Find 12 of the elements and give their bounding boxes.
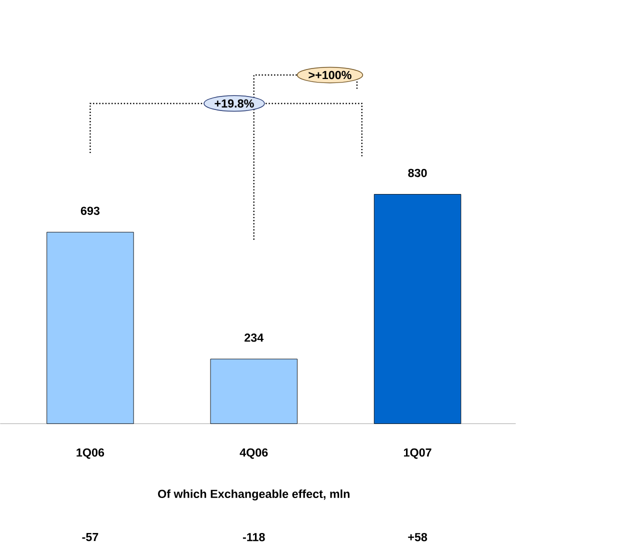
text: +58 — [408, 532, 428, 542]
x-tick-label: 1Q07 — [404, 448, 432, 459]
data-label: 234 — [244, 333, 264, 342]
text: +19.8% — [214, 99, 254, 108]
x-tick-label: 4Q06 — [240, 448, 268, 459]
data-label: 830 — [408, 168, 427, 177]
text: -118 — [242, 532, 265, 542]
data-label: 693 — [80, 206, 100, 215]
x-tick-label: 1Q06 — [76, 448, 104, 459]
text: Of which Exchangeable effect, mln — [158, 489, 350, 500]
text: -57 — [82, 532, 98, 542]
text: >+100% — [308, 70, 352, 80]
